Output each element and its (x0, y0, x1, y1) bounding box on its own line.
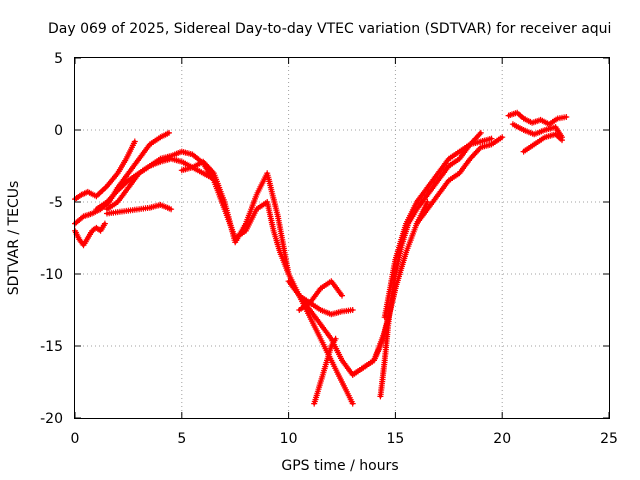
data-point-markers (285, 278, 356, 318)
series-layer (72, 109, 570, 407)
y-tick-label: 5 (54, 51, 63, 67)
data-point-markers (311, 335, 339, 407)
data-point-markers (520, 131, 565, 155)
data-point-markers (505, 109, 570, 128)
series-line (383, 137, 493, 319)
y-tick-label: -20 (40, 411, 63, 427)
series-track-15 (413, 134, 506, 227)
data-point-markers (509, 121, 565, 141)
x-tick-label: 20 (493, 431, 511, 447)
y-axis-label: SDTVAR / TECUs (6, 181, 22, 296)
x-tick-label: 5 (177, 431, 186, 447)
series-track-14 (381, 135, 495, 321)
plot-frame (74, 57, 610, 419)
series-track-3 (72, 220, 108, 249)
tick-layer: 0 5 10 15 20 25 -20 -15 -10 -5 0 5 (40, 51, 618, 447)
series-track-7 (178, 158, 356, 407)
chart-title: Day 069 of 2025, Sidereal Day-to-day VTE… (48, 21, 611, 37)
x-tick-label: 25 (600, 431, 618, 447)
y-tick-label: -10 (40, 267, 63, 283)
data-point-markers (178, 158, 356, 407)
data-point-markers (104, 201, 175, 217)
x-tick-label: 0 (71, 431, 80, 447)
y-tick-label: -5 (49, 195, 63, 211)
x-tick-label: 15 (386, 431, 404, 447)
x-axis-label: GPS time / hours (281, 458, 398, 474)
series-track-16 (505, 109, 570, 128)
series-track-6 (104, 201, 175, 217)
series-track-17 (509, 121, 565, 141)
data-point-markers (381, 135, 495, 321)
series-track-11 (311, 335, 339, 407)
y-tick-label: 0 (54, 123, 63, 139)
x-tick-label: 10 (280, 431, 298, 447)
y-tick-label: -15 (40, 339, 63, 355)
data-point-markers (72, 220, 108, 249)
series-track-18 (520, 131, 565, 155)
data-point-markers (413, 134, 506, 227)
